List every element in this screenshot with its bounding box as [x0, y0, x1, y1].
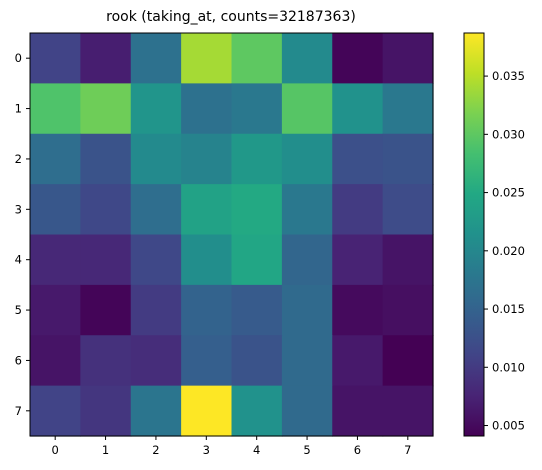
heatmap-cell-r2-c3 [181, 133, 233, 185]
heatmap-cell-r1-c2 [130, 83, 182, 135]
heatmap-cell-r6-c4 [231, 335, 283, 387]
heatmap-cell-r4-c2 [130, 234, 182, 286]
heatmap-cell-r1-c4 [231, 83, 283, 135]
heatmap-cell-r5-c6 [332, 284, 384, 336]
heatmap-cell-r0-c0 [30, 33, 81, 84]
heatmap-cell-r0-c5 [281, 33, 333, 84]
heatmap-cell-r0-c2 [130, 33, 182, 84]
heatmap-cell-r2-c2 [130, 133, 182, 185]
heatmap-cell-r2-c1 [80, 133, 132, 185]
heatmap-cell-r7-c1 [80, 385, 132, 437]
heatmap-cell-r4-c3 [181, 234, 233, 286]
x-tick-label: 1 [102, 443, 109, 457]
heatmap-cell-r0-c3 [181, 33, 233, 84]
heatmap-cell-r4-c0 [30, 234, 81, 286]
x-tick-label: 5 [303, 443, 310, 457]
colorbar-tick-label: 0.020 [492, 244, 525, 258]
heatmap-cell-r2-c5 [281, 133, 333, 185]
y-tick-label: 2 [15, 152, 22, 166]
y-tick-label: 5 [15, 303, 22, 317]
colorbar-tick-label: 0.030 [492, 127, 525, 141]
heatmap-cell-r7-c2 [130, 385, 182, 437]
heatmap-cell-r7-c6 [332, 385, 384, 437]
heatmap-cell-r2-c7 [382, 133, 434, 185]
x-tick-label: 7 [404, 443, 411, 457]
plot-frame [29, 32, 434, 437]
heatmap-cell-r7-c7 [382, 385, 434, 437]
heatmap-cell-r7-c3 [181, 385, 233, 437]
heatmap-cell-r5-c7 [382, 284, 434, 336]
heatmap-cell-r4-c4 [231, 234, 283, 286]
y-axis: 0 1 2 3 4 5 6 7 [15, 51, 30, 418]
heatmap-cell-r7-c5 [281, 385, 333, 437]
x-tick-label: 3 [203, 443, 210, 457]
heatmap-cell-r5-c3 [181, 284, 233, 336]
heatmap-cell-r5-c4 [231, 284, 283, 336]
colorbar-gradient [464, 33, 484, 436]
heatmap-cells [30, 33, 434, 437]
x-tick-label: 6 [354, 443, 361, 457]
x-tick-label: 0 [52, 443, 59, 457]
x-tick-label: 4 [253, 443, 260, 457]
heatmap-cell-r3-c5 [281, 184, 333, 236]
heatmap-cell-r6-c5 [281, 335, 333, 387]
colorbar-tick-label: 0.010 [492, 360, 525, 374]
heatmap-cell-r3-c6 [332, 184, 384, 236]
heatmap-cell-r6-c3 [181, 335, 233, 387]
heatmap-cell-r5-c0 [30, 284, 81, 336]
heatmap-cell-r5-c5 [281, 284, 333, 336]
heatmap-cell-r1-c3 [181, 83, 233, 135]
heatmap-cell-r3-c1 [80, 184, 132, 236]
heatmap-cell-r0-c6 [332, 33, 384, 84]
x-axis: 0 1 2 3 4 5 6 7 [52, 436, 411, 457]
heatmap-cell-r5-c1 [80, 284, 132, 336]
heatmap-cell-r0-c7 [382, 33, 434, 84]
heatmap-cell-r6-c0 [30, 335, 81, 387]
heatmap-cell-r6-c1 [80, 335, 132, 387]
colorbar: 0.005 0.010 0.015 0.020 0.025 0.030 0.035 [463, 32, 525, 437]
y-tick-label: 1 [15, 102, 22, 116]
heatmap-cell-r3-c7 [382, 184, 434, 236]
heatmap-cell-r2-c0 [30, 133, 81, 185]
heatmap-cell-r3-c3 [181, 184, 233, 236]
heatmap-cell-r7-c0 [30, 385, 81, 437]
colorbar-ticks: 0.005 0.010 0.015 0.020 0.025 0.030 0.035 [484, 69, 525, 433]
y-tick-label: 7 [15, 404, 22, 418]
heatmap-cell-r2-c6 [332, 133, 384, 185]
colorbar-frame [463, 32, 485, 437]
heatmap-cell-r5-c2 [130, 284, 182, 336]
heatmap-cell-r4-c5 [281, 234, 333, 286]
colorbar-tick-label: 0.005 [492, 419, 525, 433]
y-tick-label: 3 [15, 202, 22, 216]
heatmap-cell-r6-c6 [332, 335, 384, 387]
heatmap-cell-r1-c6 [332, 83, 384, 135]
heatmap-cell-r2-c4 [231, 133, 283, 185]
heatmap-cell-r3-c2 [130, 184, 182, 236]
heatmap-cell-r1-c0 [30, 83, 81, 135]
heatmap-cell-r1-c5 [281, 83, 333, 135]
colorbar-tick-label: 0.035 [492, 69, 525, 83]
x-tick-label: 2 [152, 443, 159, 457]
heatmap-cell-r3-c4 [231, 184, 283, 236]
colorbar-tick-label: 0.025 [492, 186, 525, 200]
heatmap-cell-r1-c7 [382, 83, 434, 135]
heatmap-cell-r0-c4 [231, 33, 283, 84]
y-tick-label: 6 [15, 353, 22, 367]
heatmap-cell-r3-c0 [30, 184, 81, 236]
heatmap-cell-r6-c2 [130, 335, 182, 387]
heatmap-cell-r4-c1 [80, 234, 132, 286]
heatmap-cell-r1-c1 [80, 83, 132, 135]
heatmap-cell-r6-c7 [382, 335, 434, 387]
heatmap-cell-r0-c1 [80, 33, 132, 84]
heatmap-cell-r7-c4 [231, 385, 283, 437]
heatmap-cell-r4-c7 [382, 234, 434, 286]
chart-title: rook (taking_at, counts=32187363) [106, 9, 356, 25]
y-tick-label: 0 [15, 51, 22, 65]
colorbar-tick-label: 0.015 [492, 302, 525, 316]
y-tick-label: 4 [15, 253, 22, 267]
heatmap-cell-r4-c6 [332, 234, 384, 286]
